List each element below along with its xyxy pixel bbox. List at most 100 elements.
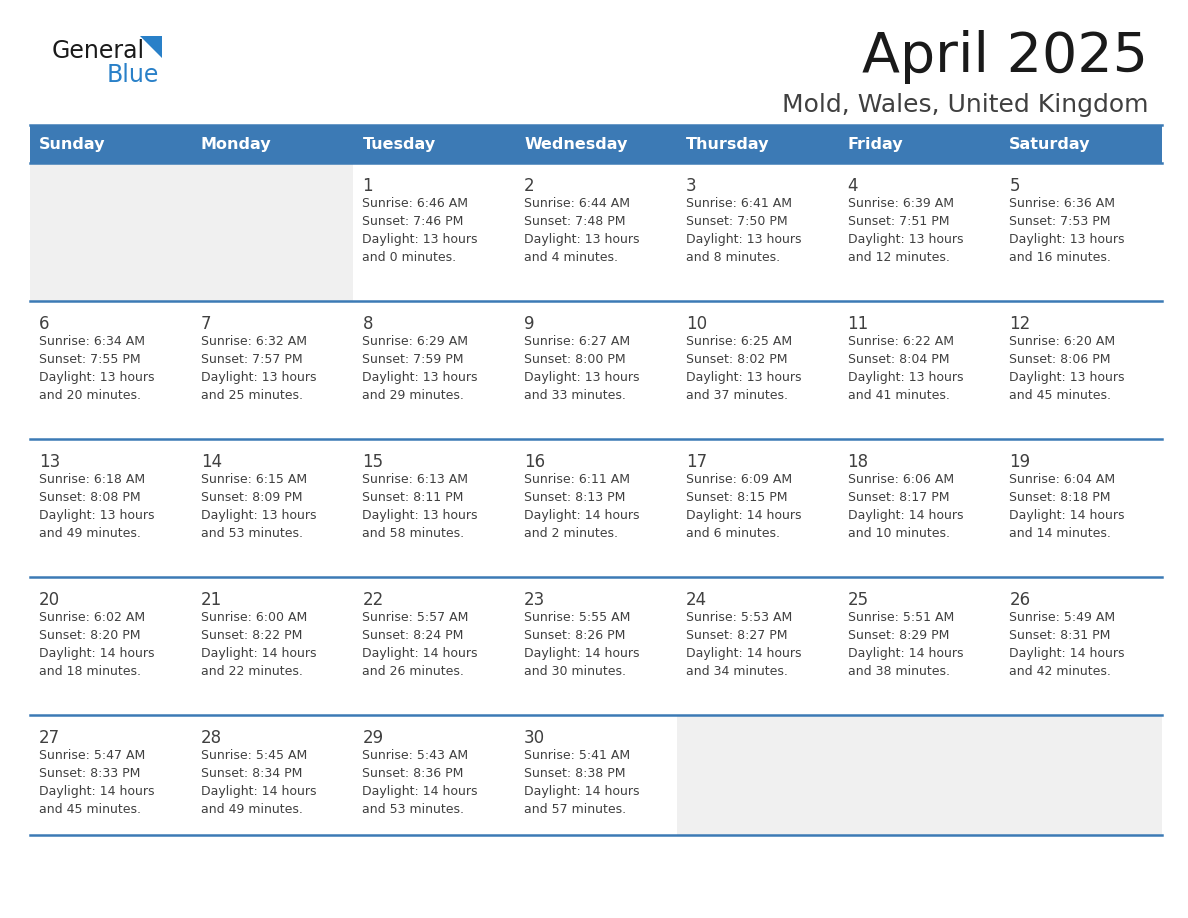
Text: Daylight: 13 hours: Daylight: 13 hours xyxy=(1010,233,1125,246)
Text: and 53 minutes.: and 53 minutes. xyxy=(201,527,303,540)
Text: 22: 22 xyxy=(362,591,384,609)
FancyBboxPatch shape xyxy=(353,715,516,835)
FancyBboxPatch shape xyxy=(839,715,1000,835)
Text: Saturday: Saturday xyxy=(1010,137,1091,151)
Text: 10: 10 xyxy=(685,315,707,333)
Text: 30: 30 xyxy=(524,729,545,747)
Text: and 20 minutes.: and 20 minutes. xyxy=(39,389,141,402)
Text: Sunrise: 6:34 AM: Sunrise: 6:34 AM xyxy=(39,335,145,348)
Text: and 25 minutes.: and 25 minutes. xyxy=(201,389,303,402)
Text: Sunset: 8:22 PM: Sunset: 8:22 PM xyxy=(201,629,302,642)
Text: Daylight: 14 hours: Daylight: 14 hours xyxy=(201,785,316,798)
Text: 4: 4 xyxy=(847,177,858,195)
Text: and 0 minutes.: and 0 minutes. xyxy=(362,251,456,264)
Text: Wednesday: Wednesday xyxy=(524,137,627,151)
Text: Daylight: 13 hours: Daylight: 13 hours xyxy=(362,509,478,522)
Text: 3: 3 xyxy=(685,177,696,195)
Text: Sunrise: 6:13 AM: Sunrise: 6:13 AM xyxy=(362,473,468,486)
Text: and 42 minutes.: and 42 minutes. xyxy=(1010,665,1111,678)
FancyBboxPatch shape xyxy=(30,163,191,301)
FancyBboxPatch shape xyxy=(1000,301,1162,439)
Text: Sunset: 8:24 PM: Sunset: 8:24 PM xyxy=(362,629,463,642)
Text: Sunrise: 6:00 AM: Sunrise: 6:00 AM xyxy=(201,611,307,624)
FancyBboxPatch shape xyxy=(1000,577,1162,715)
Text: Sunrise: 6:29 AM: Sunrise: 6:29 AM xyxy=(362,335,468,348)
Text: Sunrise: 5:53 AM: Sunrise: 5:53 AM xyxy=(685,611,792,624)
Text: Sunrise: 6:27 AM: Sunrise: 6:27 AM xyxy=(524,335,631,348)
Polygon shape xyxy=(140,36,162,58)
FancyBboxPatch shape xyxy=(1000,439,1162,577)
Text: 21: 21 xyxy=(201,591,222,609)
Text: 1: 1 xyxy=(362,177,373,195)
Text: Sunset: 8:04 PM: Sunset: 8:04 PM xyxy=(847,353,949,366)
Text: and 12 minutes.: and 12 minutes. xyxy=(847,251,949,264)
Text: and 26 minutes.: and 26 minutes. xyxy=(362,665,465,678)
Text: and 16 minutes.: and 16 minutes. xyxy=(1010,251,1111,264)
Text: April 2025: April 2025 xyxy=(862,30,1148,84)
Text: Sunrise: 6:32 AM: Sunrise: 6:32 AM xyxy=(201,335,307,348)
FancyBboxPatch shape xyxy=(677,301,839,439)
Text: 20: 20 xyxy=(39,591,61,609)
Text: Tuesday: Tuesday xyxy=(362,137,436,151)
Text: Sunrise: 6:20 AM: Sunrise: 6:20 AM xyxy=(1010,335,1116,348)
Text: Daylight: 13 hours: Daylight: 13 hours xyxy=(201,371,316,384)
Text: Daylight: 13 hours: Daylight: 13 hours xyxy=(39,371,154,384)
Text: and 41 minutes.: and 41 minutes. xyxy=(847,389,949,402)
Text: Sunset: 8:09 PM: Sunset: 8:09 PM xyxy=(201,491,302,504)
FancyBboxPatch shape xyxy=(30,577,191,715)
Text: Thursday: Thursday xyxy=(685,137,770,151)
FancyBboxPatch shape xyxy=(191,301,353,439)
Text: 23: 23 xyxy=(524,591,545,609)
Text: Friday: Friday xyxy=(847,137,903,151)
Text: Sunset: 8:38 PM: Sunset: 8:38 PM xyxy=(524,767,626,780)
FancyBboxPatch shape xyxy=(839,301,1000,439)
Text: 9: 9 xyxy=(524,315,535,333)
Text: Sunset: 7:55 PM: Sunset: 7:55 PM xyxy=(39,353,140,366)
Text: and 57 minutes.: and 57 minutes. xyxy=(524,803,626,816)
Text: Daylight: 13 hours: Daylight: 13 hours xyxy=(847,233,963,246)
Text: General: General xyxy=(52,39,145,63)
Text: and 49 minutes.: and 49 minutes. xyxy=(39,527,141,540)
Text: Sunrise: 6:11 AM: Sunrise: 6:11 AM xyxy=(524,473,630,486)
Text: Sunset: 8:33 PM: Sunset: 8:33 PM xyxy=(39,767,140,780)
FancyBboxPatch shape xyxy=(516,715,677,835)
Text: Sunset: 8:20 PM: Sunset: 8:20 PM xyxy=(39,629,140,642)
Text: Daylight: 14 hours: Daylight: 14 hours xyxy=(524,647,639,660)
FancyBboxPatch shape xyxy=(677,715,839,835)
Text: 28: 28 xyxy=(201,729,222,747)
Text: and 8 minutes.: and 8 minutes. xyxy=(685,251,781,264)
Text: and 14 minutes.: and 14 minutes. xyxy=(1010,527,1111,540)
Text: Sunrise: 6:04 AM: Sunrise: 6:04 AM xyxy=(1010,473,1116,486)
Text: 17: 17 xyxy=(685,453,707,471)
Text: and 18 minutes.: and 18 minutes. xyxy=(39,665,141,678)
Text: Daylight: 14 hours: Daylight: 14 hours xyxy=(39,647,154,660)
Text: 11: 11 xyxy=(847,315,868,333)
Text: 12: 12 xyxy=(1010,315,1030,333)
Text: Sunrise: 5:51 AM: Sunrise: 5:51 AM xyxy=(847,611,954,624)
Text: and 34 minutes.: and 34 minutes. xyxy=(685,665,788,678)
Text: Sunrise: 6:39 AM: Sunrise: 6:39 AM xyxy=(847,197,954,210)
Text: Sunset: 8:02 PM: Sunset: 8:02 PM xyxy=(685,353,788,366)
Text: and 22 minutes.: and 22 minutes. xyxy=(201,665,303,678)
Text: Sunrise: 6:25 AM: Sunrise: 6:25 AM xyxy=(685,335,792,348)
FancyBboxPatch shape xyxy=(30,439,191,577)
Text: Sunset: 8:15 PM: Sunset: 8:15 PM xyxy=(685,491,788,504)
FancyBboxPatch shape xyxy=(516,163,677,301)
Text: Mold, Wales, United Kingdom: Mold, Wales, United Kingdom xyxy=(782,93,1148,117)
Text: Daylight: 13 hours: Daylight: 13 hours xyxy=(362,233,478,246)
Text: Sunset: 8:27 PM: Sunset: 8:27 PM xyxy=(685,629,788,642)
FancyBboxPatch shape xyxy=(516,125,677,163)
Text: Sunset: 7:50 PM: Sunset: 7:50 PM xyxy=(685,215,788,228)
Text: 14: 14 xyxy=(201,453,222,471)
Text: Sunset: 8:31 PM: Sunset: 8:31 PM xyxy=(1010,629,1111,642)
Text: 7: 7 xyxy=(201,315,211,333)
FancyBboxPatch shape xyxy=(353,301,516,439)
FancyBboxPatch shape xyxy=(191,439,353,577)
Text: Sunrise: 6:36 AM: Sunrise: 6:36 AM xyxy=(1010,197,1116,210)
Text: 24: 24 xyxy=(685,591,707,609)
Text: and 10 minutes.: and 10 minutes. xyxy=(847,527,949,540)
Text: Sunday: Sunday xyxy=(39,137,106,151)
Text: Daylight: 14 hours: Daylight: 14 hours xyxy=(1010,509,1125,522)
FancyBboxPatch shape xyxy=(1000,125,1162,163)
Text: Daylight: 13 hours: Daylight: 13 hours xyxy=(847,371,963,384)
